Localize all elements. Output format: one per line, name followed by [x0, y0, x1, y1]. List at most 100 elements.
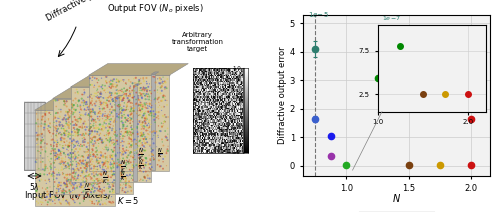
Point	[38, 121, 46, 125]
Point	[136, 86, 144, 90]
Point	[110, 143, 118, 146]
Point	[140, 145, 148, 148]
Point	[106, 123, 114, 127]
Point	[62, 132, 70, 135]
Point	[94, 142, 102, 145]
Point	[58, 166, 66, 169]
Point	[82, 164, 90, 168]
Point	[107, 96, 115, 99]
Point	[79, 132, 87, 135]
Point	[124, 174, 132, 178]
Point	[64, 179, 72, 183]
Point	[140, 175, 148, 179]
Point	[118, 99, 126, 102]
Point	[140, 87, 148, 91]
Point	[66, 153, 74, 157]
Point	[99, 158, 107, 162]
Point	[72, 123, 80, 127]
Point	[106, 113, 114, 117]
Point	[92, 157, 100, 160]
Point	[60, 181, 68, 185]
Point	[110, 160, 118, 163]
Point	[118, 91, 126, 94]
Point	[64, 118, 72, 121]
Point	[94, 144, 102, 148]
Point	[92, 168, 100, 172]
Point	[61, 130, 69, 133]
Point	[114, 137, 122, 140]
Point	[118, 116, 126, 120]
Text: $\frac{N}{K}$: $\frac{N}{K}$	[84, 182, 90, 198]
Point	[76, 105, 84, 108]
Point	[150, 89, 158, 92]
Point	[60, 151, 68, 154]
Point	[114, 147, 122, 150]
Point	[66, 114, 74, 118]
Point	[42, 146, 50, 150]
Point	[90, 84, 98, 87]
Point	[89, 149, 97, 152]
Point	[34, 118, 42, 121]
Point	[116, 95, 124, 98]
Point	[78, 163, 86, 167]
Point	[119, 119, 127, 122]
Point	[96, 121, 104, 124]
Point	[134, 114, 142, 117]
Point	[162, 99, 170, 102]
Point	[79, 165, 87, 168]
Point	[84, 193, 92, 196]
Point	[139, 133, 147, 137]
Point	[59, 173, 67, 176]
Point	[142, 88, 150, 91]
Point	[55, 198, 63, 201]
Point	[136, 114, 144, 117]
Point	[45, 129, 53, 132]
Point	[80, 150, 88, 153]
Point	[92, 136, 100, 139]
Point	[52, 121, 60, 125]
Point	[130, 165, 138, 168]
Point	[130, 152, 138, 155]
Point	[112, 174, 120, 178]
Point	[126, 101, 134, 105]
Point	[72, 120, 80, 124]
Point	[118, 100, 126, 103]
Point	[128, 140, 136, 144]
Point	[90, 123, 98, 126]
Point	[120, 110, 128, 114]
Point	[126, 103, 134, 106]
Point	[100, 121, 108, 125]
Point	[138, 95, 145, 99]
Point	[122, 127, 130, 130]
Point	[108, 98, 116, 101]
Point	[103, 117, 111, 120]
Point	[58, 190, 66, 193]
Point	[138, 103, 146, 106]
Point	[113, 115, 121, 118]
Point	[110, 130, 118, 133]
Point	[88, 97, 96, 100]
Point	[162, 81, 170, 84]
Point	[100, 161, 108, 165]
Point	[98, 107, 106, 110]
Point	[98, 141, 106, 144]
Point	[73, 117, 81, 120]
Point	[111, 96, 119, 99]
Point	[64, 163, 72, 166]
Point	[160, 96, 168, 100]
Point	[124, 131, 132, 134]
Point	[95, 161, 103, 165]
Point	[56, 131, 64, 134]
Point	[118, 134, 126, 138]
Point	[110, 182, 118, 185]
Point	[102, 158, 110, 161]
Point	[44, 158, 52, 162]
Point	[64, 156, 72, 159]
Point	[142, 117, 150, 121]
Point	[87, 140, 95, 143]
Point	[78, 185, 86, 188]
Point	[70, 138, 78, 142]
Point	[104, 182, 112, 186]
Point	[126, 119, 134, 122]
Point	[96, 112, 104, 115]
